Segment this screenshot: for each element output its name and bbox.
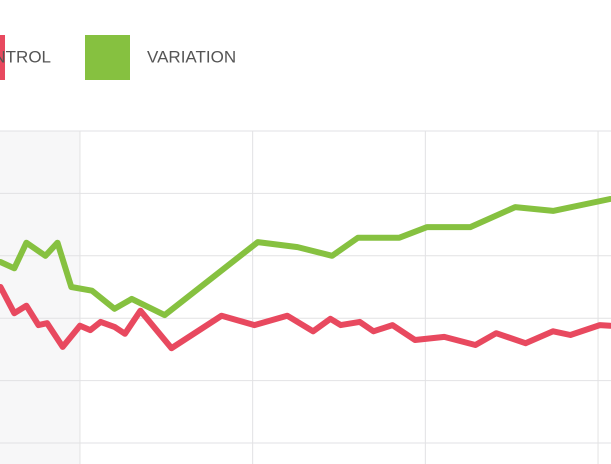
line-series [0, 284, 611, 352]
line-series [0, 196, 611, 319]
legend-label: CONTROL [0, 47, 51, 66]
legend-swatch [0, 35, 5, 80]
plot-shade [0, 131, 80, 464]
legend-swatch [85, 35, 130, 80]
legend-label: VARIATION [147, 47, 236, 66]
